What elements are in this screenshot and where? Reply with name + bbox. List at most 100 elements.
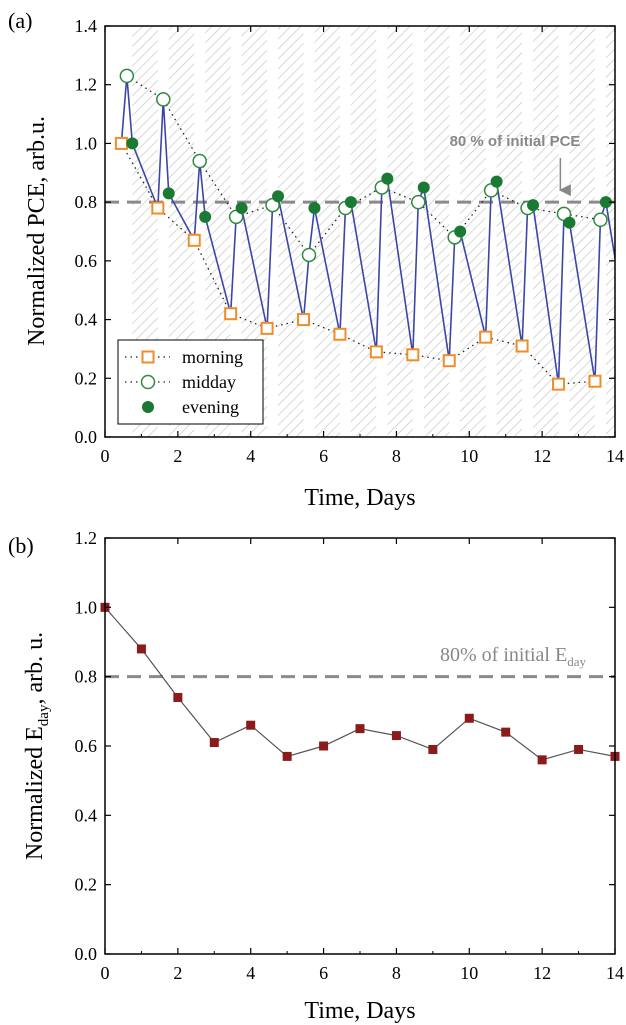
x-tick-label: 2	[173, 963, 182, 983]
eday-marker	[136, 644, 146, 654]
morning-marker	[333, 327, 347, 341]
y-tick-label: 1.0	[75, 597, 98, 617]
midday-marker	[593, 212, 608, 228]
y-tick-label: 0.8	[75, 192, 98, 212]
eday-marker	[173, 692, 183, 702]
morning-marker	[151, 201, 165, 215]
y-tick-label: 0.4	[75, 310, 98, 330]
evening-marker	[454, 225, 467, 238]
legend-marker-evening	[142, 401, 154, 413]
morning-marker	[442, 354, 456, 368]
y-tick-label: 1.0	[75, 133, 98, 153]
night-band	[387, 26, 413, 437]
evening-marker	[381, 172, 394, 185]
x-tick-label: 14	[606, 963, 624, 983]
x-tick-label: 12	[533, 963, 551, 983]
x-tick-label: 10	[460, 446, 478, 466]
x-tick-label: 6	[319, 963, 328, 983]
morning-marker	[297, 313, 311, 327]
midday-marker	[411, 194, 426, 210]
night-band	[423, 26, 450, 437]
evening-marker	[344, 196, 357, 209]
y-tick-label: 0.6	[75, 251, 98, 271]
annotation-subscript: day	[567, 654, 586, 669]
y-axis-label-main: Normalized E	[22, 726, 48, 860]
y-tick-label: 0.0	[75, 944, 98, 964]
legend-marker-morning	[141, 350, 155, 364]
evening-marker	[235, 202, 248, 215]
evening-marker	[199, 210, 212, 223]
morning-marker	[224, 307, 238, 321]
morning-marker	[369, 345, 383, 359]
y-tick-label: 1.2	[75, 528, 98, 548]
panel-label-b: (b)	[8, 533, 34, 558]
legend-marker-midday	[140, 374, 156, 390]
legend-label-evening: evening	[182, 397, 239, 417]
eday-marker	[209, 738, 219, 748]
panel-label-a: (a)	[8, 8, 32, 33]
evening-marker	[417, 181, 430, 194]
chart-panel-a: 0 2 4 6 8 10 12 14 0.0 0.2 0.4 0.6 0.8 1.0 1.2 1.4 80 % …	[24, 16, 624, 511]
midday-marker	[192, 153, 207, 169]
midday-marker	[301, 247, 317, 263]
y-tick-label: 1.4	[75, 16, 98, 36]
x-tick-label: 8	[392, 446, 401, 466]
night-bands	[132, 26, 615, 437]
y-tick-label: 0.2	[75, 875, 98, 895]
y-tick-label: 0.6	[75, 736, 98, 756]
plot-frame	[104, 25, 616, 438]
y-tick-label: 0.0	[75, 427, 98, 447]
evening-marker	[308, 202, 321, 215]
y-axis-label: Normalized PCE, arb.u.	[24, 116, 50, 346]
x-tick-label: 6	[319, 446, 328, 466]
midday-marker	[119, 68, 135, 84]
night-band	[605, 26, 615, 437]
morning-marker	[479, 330, 493, 344]
morning-marker	[515, 339, 529, 353]
eday-marker	[464, 713, 474, 723]
eday-marker	[319, 741, 329, 751]
plot-frame	[104, 537, 616, 955]
morning-marker	[260, 321, 274, 335]
eday-marker	[246, 720, 256, 730]
morning-marker	[114, 136, 128, 150]
y-axis-label-subscript: day	[36, 704, 52, 726]
x-tick-label: 0	[101, 963, 110, 983]
morning-dotted-line	[120, 143, 596, 385]
morning-marker	[552, 377, 566, 391]
annotation-text: 80% of initial E	[440, 644, 567, 666]
eday-line	[105, 606, 615, 761]
evening-marker	[599, 196, 612, 209]
night-band	[569, 26, 595, 437]
series-eday	[105, 606, 615, 761]
midday-marker	[156, 92, 171, 107]
evening-marker	[527, 199, 540, 212]
x-axis-label: Time, Days	[304, 998, 415, 1024]
evening-marker	[490, 175, 503, 188]
x-tick-label: 8	[392, 963, 401, 983]
legend-label-midday: midday	[182, 372, 236, 392]
x-tick-label: 14	[606, 446, 624, 466]
x-tick-label: 2	[173, 446, 182, 466]
y-tick-label: 1.2	[75, 75, 98, 95]
night-band	[314, 26, 340, 437]
annotation-80pct-eday: 80% of initial Eday	[440, 644, 586, 669]
night-band	[278, 26, 304, 437]
x-axis-label: Time, Days	[304, 485, 415, 511]
eday-marker	[428, 744, 438, 754]
legend: morning midday evening	[117, 339, 264, 425]
x-tick-label: 4	[246, 963, 255, 983]
eday-marker	[501, 727, 511, 737]
eday-marker	[537, 755, 547, 765]
legend-label-morning: morning	[182, 347, 243, 367]
eday-marker	[574, 744, 584, 754]
y-axis-label: Normalized Eday, arb. u.	[22, 632, 52, 860]
night-band	[350, 26, 377, 437]
y-axis-label-suffix: , arb. u.	[22, 632, 48, 705]
eday-marker	[355, 724, 365, 734]
x-tick-label: 12	[533, 446, 551, 466]
morning-marker	[187, 233, 201, 247]
eday-marker	[391, 731, 401, 741]
evening-marker	[563, 216, 576, 229]
